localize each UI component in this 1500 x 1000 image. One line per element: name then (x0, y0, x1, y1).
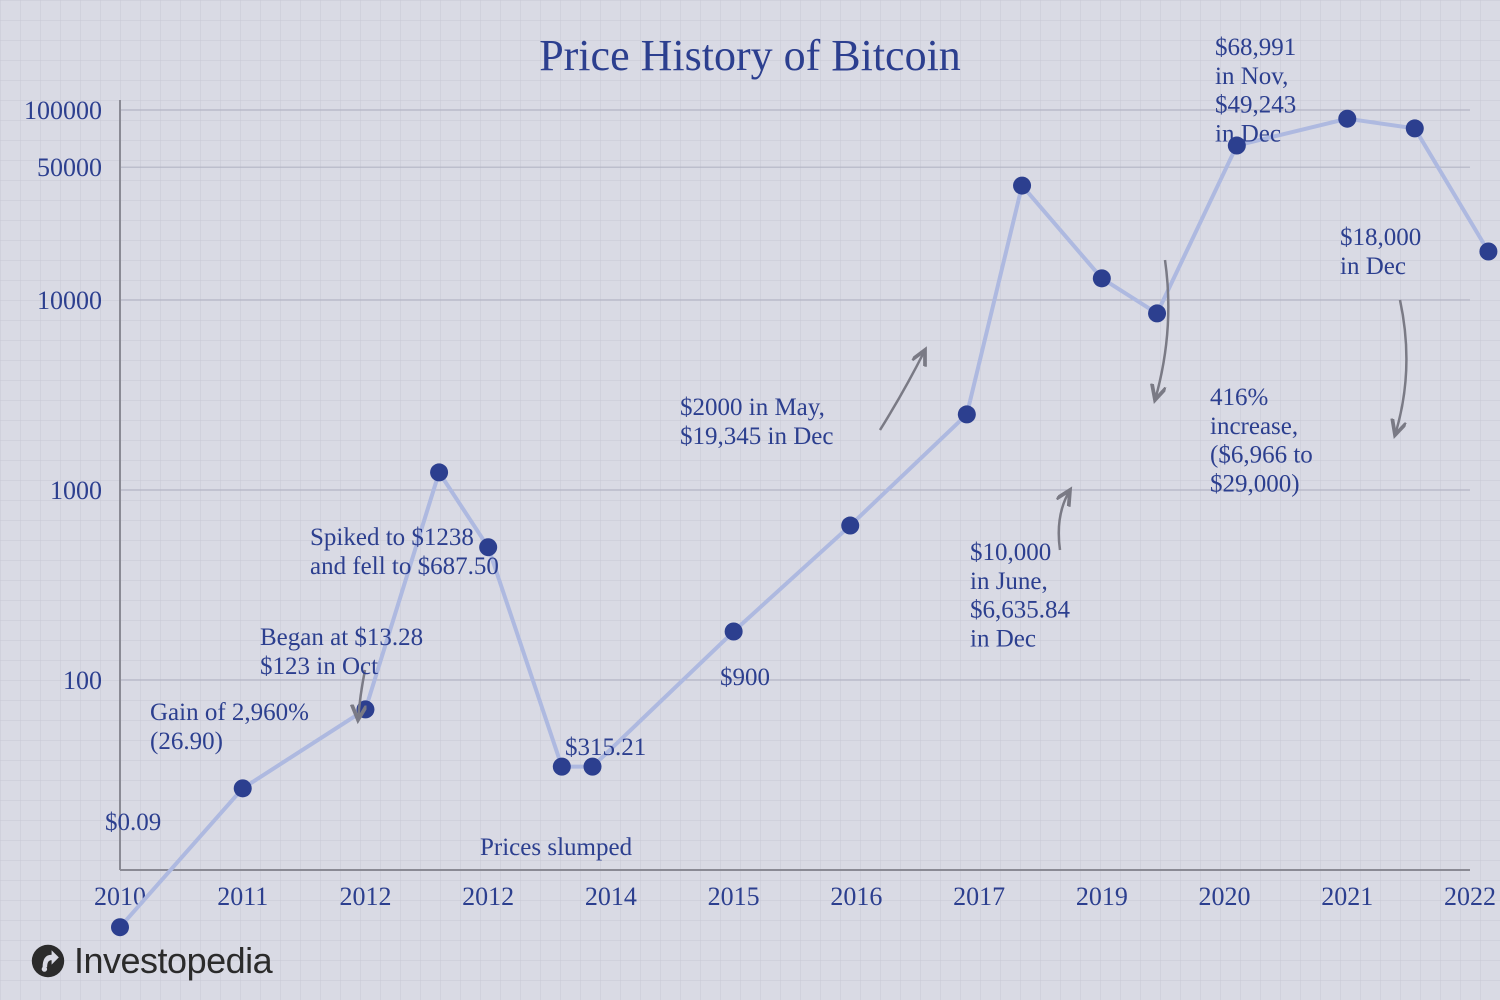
investopedia-logo-icon (30, 943, 66, 979)
line-chart-svg: 1001000100005000010000020102011201220122… (0, 0, 1500, 1000)
footer-brand: Investopedia (30, 940, 272, 982)
brand-label: Investopedia (74, 940, 272, 982)
svg-text:$315.21: $315.21 (565, 734, 646, 761)
svg-text:50000: 50000 (37, 153, 102, 182)
svg-text:1000: 1000 (50, 476, 102, 505)
svg-text:Prices slumped: Prices slumped (480, 834, 633, 861)
svg-text:2016: 2016 (830, 882, 882, 911)
svg-text:Price History of Bitcoin: Price History of Bitcoin (539, 31, 961, 80)
svg-text:Spiked to $1238and fell to $68: Spiked to $1238and fell to $687.50 (310, 524, 499, 580)
svg-text:$0.09: $0.09 (105, 809, 161, 836)
svg-text:100000: 100000 (24, 96, 102, 125)
svg-text:100: 100 (63, 666, 102, 695)
svg-text:2012: 2012 (462, 882, 514, 911)
svg-text:2017: 2017 (953, 882, 1005, 911)
svg-text:2021: 2021 (1321, 882, 1373, 911)
svg-text:2012: 2012 (339, 882, 391, 911)
svg-text:$2000 in May,$19,345 in Dec: $2000 in May,$19,345 in Dec (680, 394, 833, 450)
svg-text:2019: 2019 (1076, 882, 1128, 911)
svg-text:2014: 2014 (585, 882, 637, 911)
svg-text:2022: 2022 (1444, 882, 1496, 911)
chart-container: 1001000100005000010000020102011201220122… (0, 0, 1500, 1000)
svg-text:$900: $900 (720, 664, 770, 691)
svg-text:2020: 2020 (1199, 882, 1251, 911)
svg-text:2015: 2015 (708, 882, 760, 911)
svg-text:10000: 10000 (37, 286, 102, 315)
svg-text:2011: 2011 (217, 882, 268, 911)
